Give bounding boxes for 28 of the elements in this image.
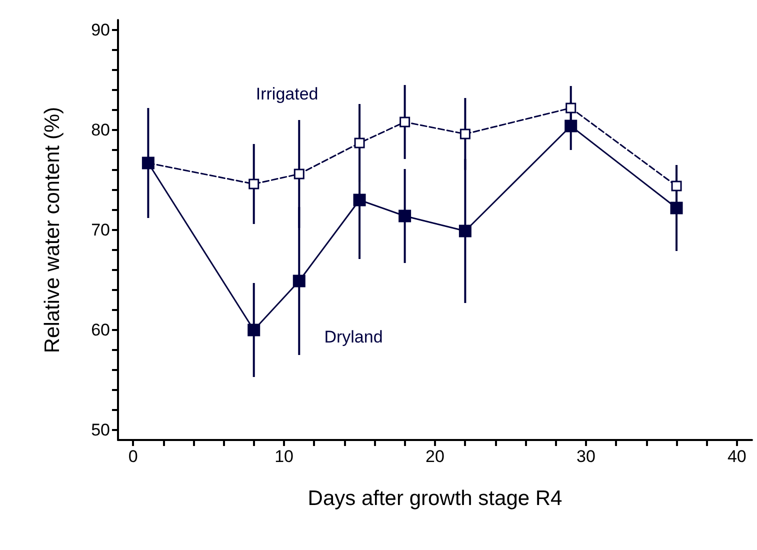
point (566, 102, 576, 114)
x-tick-label: 30 (576, 447, 596, 466)
point (248, 178, 260, 190)
point (294, 168, 304, 180)
x-tick-label: 10 (274, 447, 294, 466)
x-tick-label: 40 (727, 447, 746, 466)
point (564, 120, 578, 132)
point (670, 202, 683, 214)
x-axis-title: Days after growth stage R4 (308, 487, 563, 510)
x-tick-label: 20 (426, 447, 444, 466)
point (354, 138, 365, 148)
y-tick-label: 80 (91, 120, 110, 140)
y-tick-label: 70 (91, 220, 110, 240)
point (353, 194, 366, 206)
text: Irrigated (256, 84, 318, 104)
point (400, 116, 410, 128)
point (248, 324, 260, 336)
y-tick-label: 90 (91, 20, 110, 40)
y-axis-title: Relative water content (%) (41, 106, 64, 354)
y-tick-label: 60 (91, 320, 110, 340)
point (671, 180, 682, 192)
point (458, 224, 472, 238)
x-tick-label: 0 (128, 447, 138, 466)
text: Dryland (324, 328, 383, 346)
point (292, 274, 306, 288)
y-tick-label: 50 (91, 420, 110, 440)
point (398, 210, 412, 222)
point (460, 128, 470, 140)
